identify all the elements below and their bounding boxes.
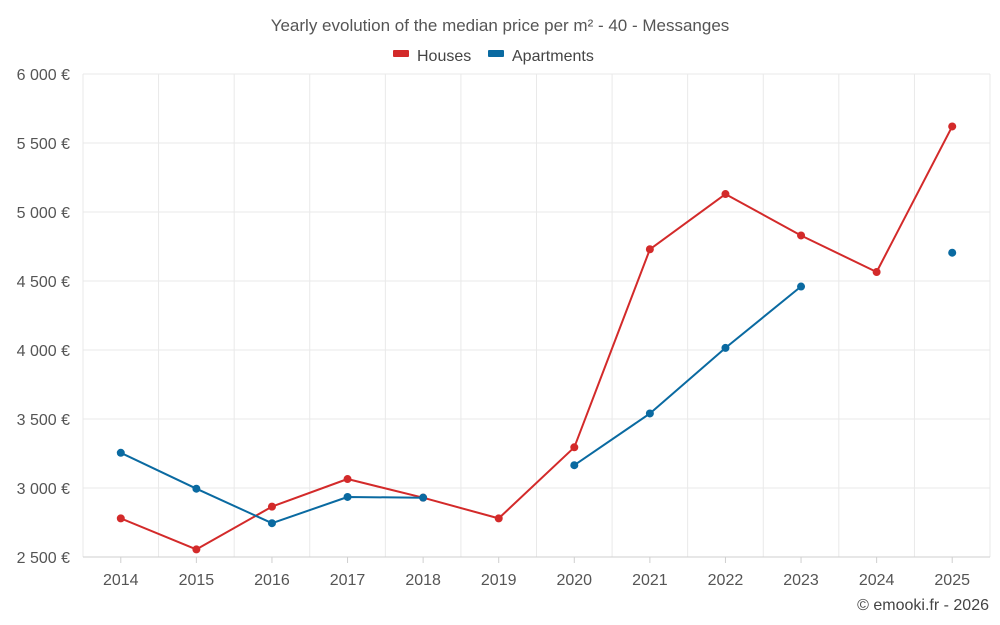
y-axis-ticks: 2 500 € 3 000 € 3 500 € 4 000 € 4 500 € 5 000…	[17, 67, 70, 567]
x-tick-label: 2022	[708, 572, 744, 589]
series-apartments	[116, 248, 957, 528]
legend-swatch-houses	[393, 50, 409, 57]
data-point-houses-2016[interactable]	[267, 502, 276, 511]
y-tick-label: 2 500 €	[17, 550, 70, 567]
x-tick-label: 2020	[556, 572, 592, 589]
data-point-apartments-2018[interactable]	[419, 493, 428, 502]
x-tick-label: 2023	[783, 572, 819, 589]
data-point-apartments-2025[interactable]	[948, 248, 957, 257]
data-point-apartments-2017[interactable]	[343, 492, 352, 501]
data-point-apartments-2021[interactable]	[645, 409, 654, 418]
y-tick-label: 4 500 €	[17, 274, 70, 291]
x-tick-label: 2016	[254, 572, 290, 589]
data-point-houses-2015[interactable]	[192, 545, 201, 554]
data-point-houses-2017[interactable]	[343, 475, 352, 484]
y-tick-label: 3 000 €	[17, 481, 70, 498]
y-tick-label: 4 000 €	[17, 343, 70, 360]
data-point-houses-2024[interactable]	[872, 268, 881, 277]
y-tick-label: 5 000 €	[17, 205, 70, 222]
data-point-apartments-2022[interactable]	[721, 343, 730, 352]
data-point-houses-2022[interactable]	[721, 190, 730, 199]
data-point-apartments-2023[interactable]	[797, 282, 806, 291]
legend: Houses Apartments	[393, 48, 594, 65]
gridlines	[82, 73, 991, 557]
credit-text: © emooki.fr - 2026	[857, 597, 989, 614]
x-axis-ticks: 2014 2015 2016 2017 2018 2019 2020 2021 2022 2023…	[103, 557, 970, 589]
x-tick-label: 2021	[632, 572, 668, 589]
data-point-apartments-2014[interactable]	[116, 448, 125, 457]
x-tick-label: 2024	[859, 572, 895, 589]
legend-swatch-apartments	[488, 50, 504, 57]
data-point-apartments-2016[interactable]	[267, 519, 276, 528]
legend-label-apartments: Apartments	[512, 48, 594, 65]
x-tick-label: 2025	[934, 572, 970, 589]
legend-label-houses: Houses	[417, 48, 471, 65]
x-tick-label: 2018	[405, 572, 441, 589]
y-tick-label: 5 500 €	[17, 136, 70, 153]
data-point-apartments-2020[interactable]	[570, 461, 579, 470]
x-tick-label: 2019	[481, 572, 517, 589]
data-point-houses-2021[interactable]	[645, 245, 654, 254]
y-tick-label: 3 500 €	[17, 412, 70, 429]
data-point-houses-2025[interactable]	[948, 122, 957, 131]
series-line-houses	[120, 125, 954, 551]
y-tick-label: 6 000 €	[17, 67, 70, 84]
data-point-houses-2020[interactable]	[570, 443, 579, 452]
data-point-houses-2023[interactable]	[797, 231, 806, 240]
data-point-apartments-2015[interactable]	[192, 484, 201, 493]
x-tick-label: 2015	[179, 572, 215, 589]
data-point-houses-2019[interactable]	[494, 514, 503, 523]
x-tick-label: 2017	[330, 572, 366, 589]
chart-title: Yearly evolution of the median price per…	[271, 16, 730, 35]
data-point-houses-2014[interactable]	[116, 514, 125, 523]
legend-item-houses[interactable]: Houses	[393, 48, 471, 65]
series-layer	[116, 122, 957, 554]
x-tick-label: 2014	[103, 572, 139, 589]
legend-item-apartments[interactable]: Apartments	[488, 48, 594, 65]
